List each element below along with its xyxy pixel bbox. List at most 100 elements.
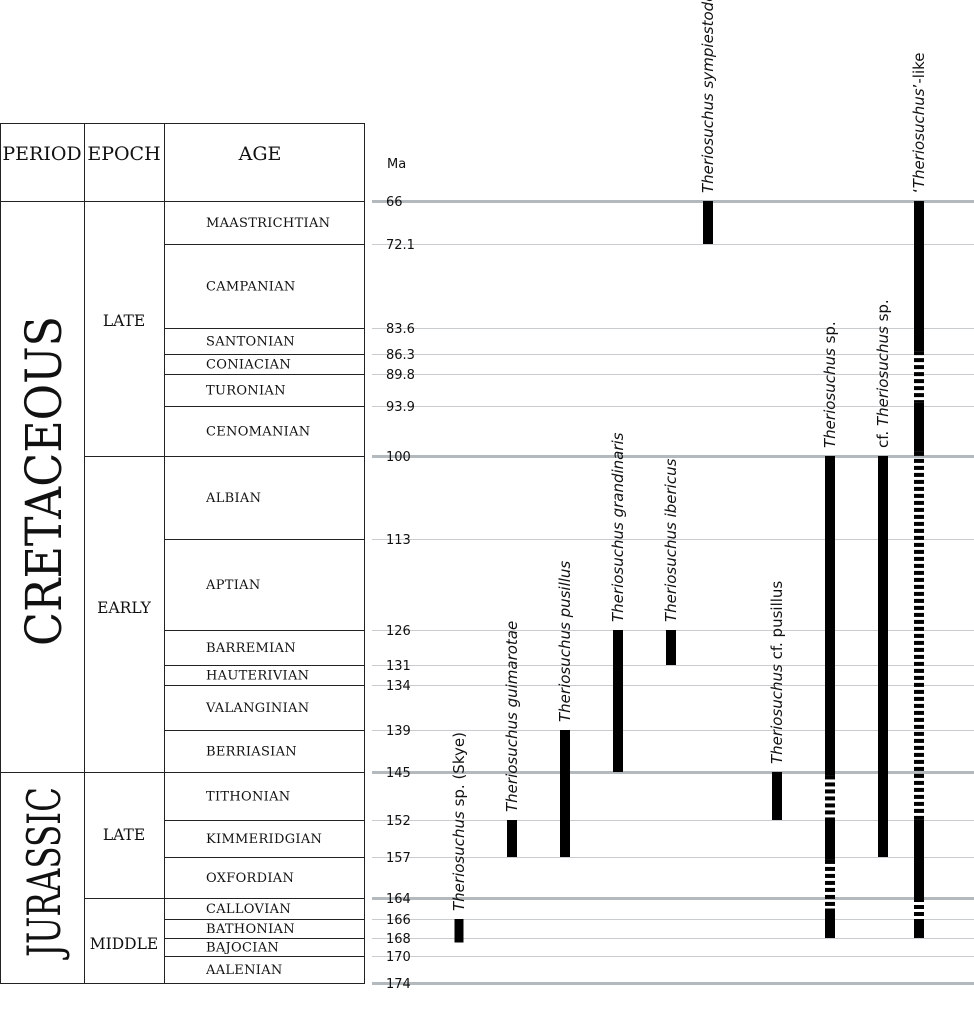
stage-label: BATHONIAN <box>206 922 295 937</box>
taxon-range-dash <box>914 577 924 582</box>
timescale-table: PERIOD EPOCH AGE MAASTRICHTIAN CAMPANIAN S… <box>0 123 365 984</box>
age-tick-label: 100 <box>386 450 411 465</box>
taxon-range-bar <box>914 919 924 938</box>
age-tick-label: 134 <box>386 679 411 694</box>
stage-label: BARREMIAN <box>206 641 296 656</box>
taxon-range-dash <box>914 570 924 575</box>
taxon-range-dash <box>825 817 835 820</box>
taxon-range-dash <box>914 731 924 736</box>
age-tick-label: 83.6 <box>386 322 415 337</box>
taxon-range-dash <box>914 773 924 778</box>
taxon-label: Theriosuchus sp. (Skye) <box>450 732 468 911</box>
stage-label: VALANGINIAN <box>205 701 309 716</box>
stage-label: MAASTRICHTIAN <box>206 216 330 231</box>
age-tick-label: 174 <box>386 977 411 992</box>
age-tick-label: 166 <box>386 913 411 928</box>
taxon-range-dash <box>914 787 924 792</box>
taxon-range-dash <box>825 796 835 801</box>
taxon-range-dash <box>914 365 924 370</box>
taxon-range-dash <box>914 379 924 384</box>
axis-unit-label: Ma <box>387 157 406 172</box>
taxon-range-dash <box>914 493 924 498</box>
taxon-range-dash <box>914 479 924 484</box>
taxon-range-dash <box>914 808 924 813</box>
taxon-range-dash <box>825 901 835 906</box>
stage-label: TURONIAN <box>206 384 286 399</box>
taxon-range-bar <box>507 820 517 857</box>
taxon-range-dash <box>914 745 924 750</box>
epoch-label: LATE <box>103 312 145 330</box>
taxon-range-dash <box>914 703 924 708</box>
age-tick-label: 126 <box>386 624 411 639</box>
taxon-range-dash <box>914 563 924 568</box>
taxon-range-dash <box>914 605 924 610</box>
taxon-range-dash <box>825 789 835 794</box>
taxon-range-dash <box>825 803 835 808</box>
taxon-range-dash <box>825 873 835 878</box>
taxon-range-dash <box>914 912 924 916</box>
epoch-label: EARLY <box>97 599 151 617</box>
taxon-range-dash <box>914 372 924 377</box>
stage-label: APTIAN <box>205 578 261 593</box>
taxon-range-dash <box>914 647 924 652</box>
taxon-range-dash <box>914 905 924 909</box>
stage-label: BERRIASIAN <box>206 745 297 760</box>
stage-label: BAJOCIAN <box>206 941 279 956</box>
taxon-label: Theriosuchus sp. <box>821 321 839 448</box>
age-tick-label: 72.1 <box>386 238 415 253</box>
taxon-range-dash <box>825 887 835 892</box>
taxon-range-dash <box>825 859 835 864</box>
taxon-range-dash <box>914 535 924 540</box>
taxon-range-bar <box>825 456 835 776</box>
taxon-range-bar <box>914 201 924 352</box>
taxon-range-dash <box>914 549 924 554</box>
age-tick-label: 145 <box>386 766 411 781</box>
age-tick-label: 152 <box>386 814 411 829</box>
taxon-range-dash <box>914 556 924 561</box>
table-frame <box>0 123 365 984</box>
period-label: JURASSIC <box>17 787 71 960</box>
taxon-range-dash <box>914 717 924 722</box>
taxon-range-dash <box>914 633 924 638</box>
stage-label: CALLOVIAN <box>206 902 291 917</box>
taxon-range-dash <box>914 400 924 403</box>
taxon-range-dash <box>825 866 835 871</box>
time-boundary-lines <box>372 200 974 985</box>
taxon-range-dash <box>914 696 924 701</box>
taxon-range-dash <box>914 358 924 363</box>
header-epoch: EPOCH <box>87 143 160 165</box>
taxon-range-bar <box>914 402 924 452</box>
taxon-label: Theriosuchus ibericus <box>662 458 680 622</box>
epoch-label: LATE <box>103 826 145 844</box>
taxon-range-dash <box>914 682 924 687</box>
age-tick-label: 89.8 <box>386 368 415 383</box>
age-tick-label: 168 <box>386 932 411 947</box>
taxon-range-dash <box>914 458 924 463</box>
stage-label: TITHONIAN <box>206 790 290 805</box>
taxon-range-dash <box>914 640 924 645</box>
taxon-range-dash <box>914 780 924 785</box>
taxon-range-dash <box>914 500 924 505</box>
taxon-range-dash <box>914 612 924 617</box>
taxon-range-dash <box>914 815 924 820</box>
taxon-range-dash <box>825 880 835 885</box>
taxon-range-bar <box>613 630 623 772</box>
taxon-label: ‘Theriosuchus’-like <box>910 53 928 194</box>
taxon-range-dash <box>914 766 924 771</box>
taxon-range-bar <box>666 630 676 665</box>
taxon-range-dash <box>914 689 924 694</box>
taxon-label: Theriosuchus cf. pusillus <box>768 581 786 764</box>
age-tick-label: 131 <box>386 659 411 674</box>
taxon-range-bar <box>772 772 782 820</box>
taxon-range-dash <box>825 775 835 780</box>
taxon-range-dash <box>914 668 924 673</box>
taxon-range-dash <box>914 486 924 491</box>
taxon-range-dash <box>914 738 924 743</box>
age-tick-label: 164 <box>386 892 411 907</box>
header-period: PERIOD <box>2 143 81 165</box>
taxon-range-dash <box>914 598 924 603</box>
taxon-range-dash <box>914 393 924 398</box>
taxon-range-dash <box>914 528 924 533</box>
taxon-label: cf. Theriosuchus sp. <box>874 299 892 448</box>
taxon-range-dash <box>914 507 924 512</box>
